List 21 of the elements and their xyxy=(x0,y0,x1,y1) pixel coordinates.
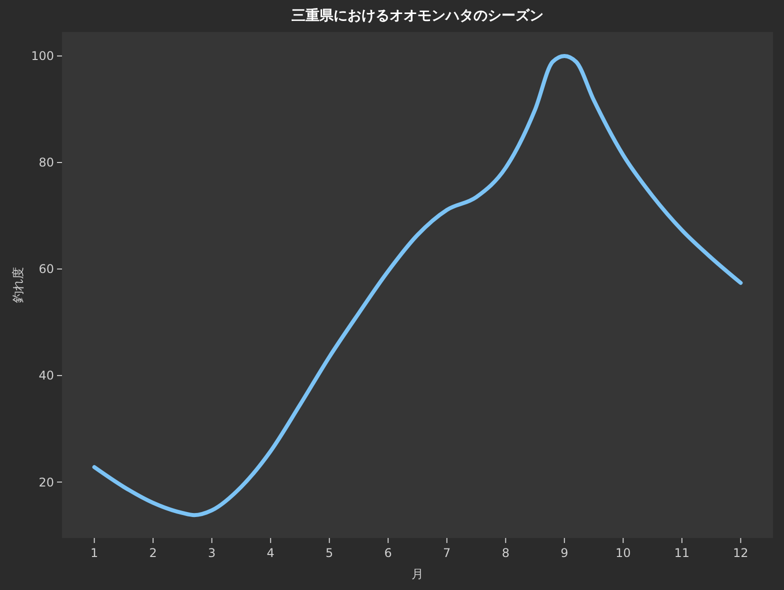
x-tick-label: 1 xyxy=(90,546,98,560)
chart-title: 三重県におけるオオモンハタのシーズン xyxy=(292,8,544,24)
x-tick-label: 2 xyxy=(149,546,157,560)
line-series xyxy=(92,54,743,518)
x-tick-label: 6 xyxy=(384,546,392,560)
y-tick-label: 80 xyxy=(38,156,54,170)
x-tick-label: 4 xyxy=(266,546,274,560)
x-tick-label: 5 xyxy=(326,546,334,560)
y-tick-label: 100 xyxy=(31,49,54,64)
x-tick-label: 12 xyxy=(733,546,748,560)
y-tick-label: 20 xyxy=(38,475,54,490)
y-tick-label: 40 xyxy=(38,368,54,383)
y-axis-title: 釣れ度 xyxy=(11,267,25,303)
x-tick-label: 3 xyxy=(208,546,216,560)
x-axis-title: 月 xyxy=(412,567,424,581)
x-tick-label: 11 xyxy=(674,546,690,560)
x-tick-label: 7 xyxy=(443,546,451,560)
x-tick-label: 10 xyxy=(616,546,631,560)
y-tick-label: 60 xyxy=(38,262,54,276)
x-tick-label: 9 xyxy=(560,546,568,560)
x-tick-label: 8 xyxy=(502,546,510,560)
